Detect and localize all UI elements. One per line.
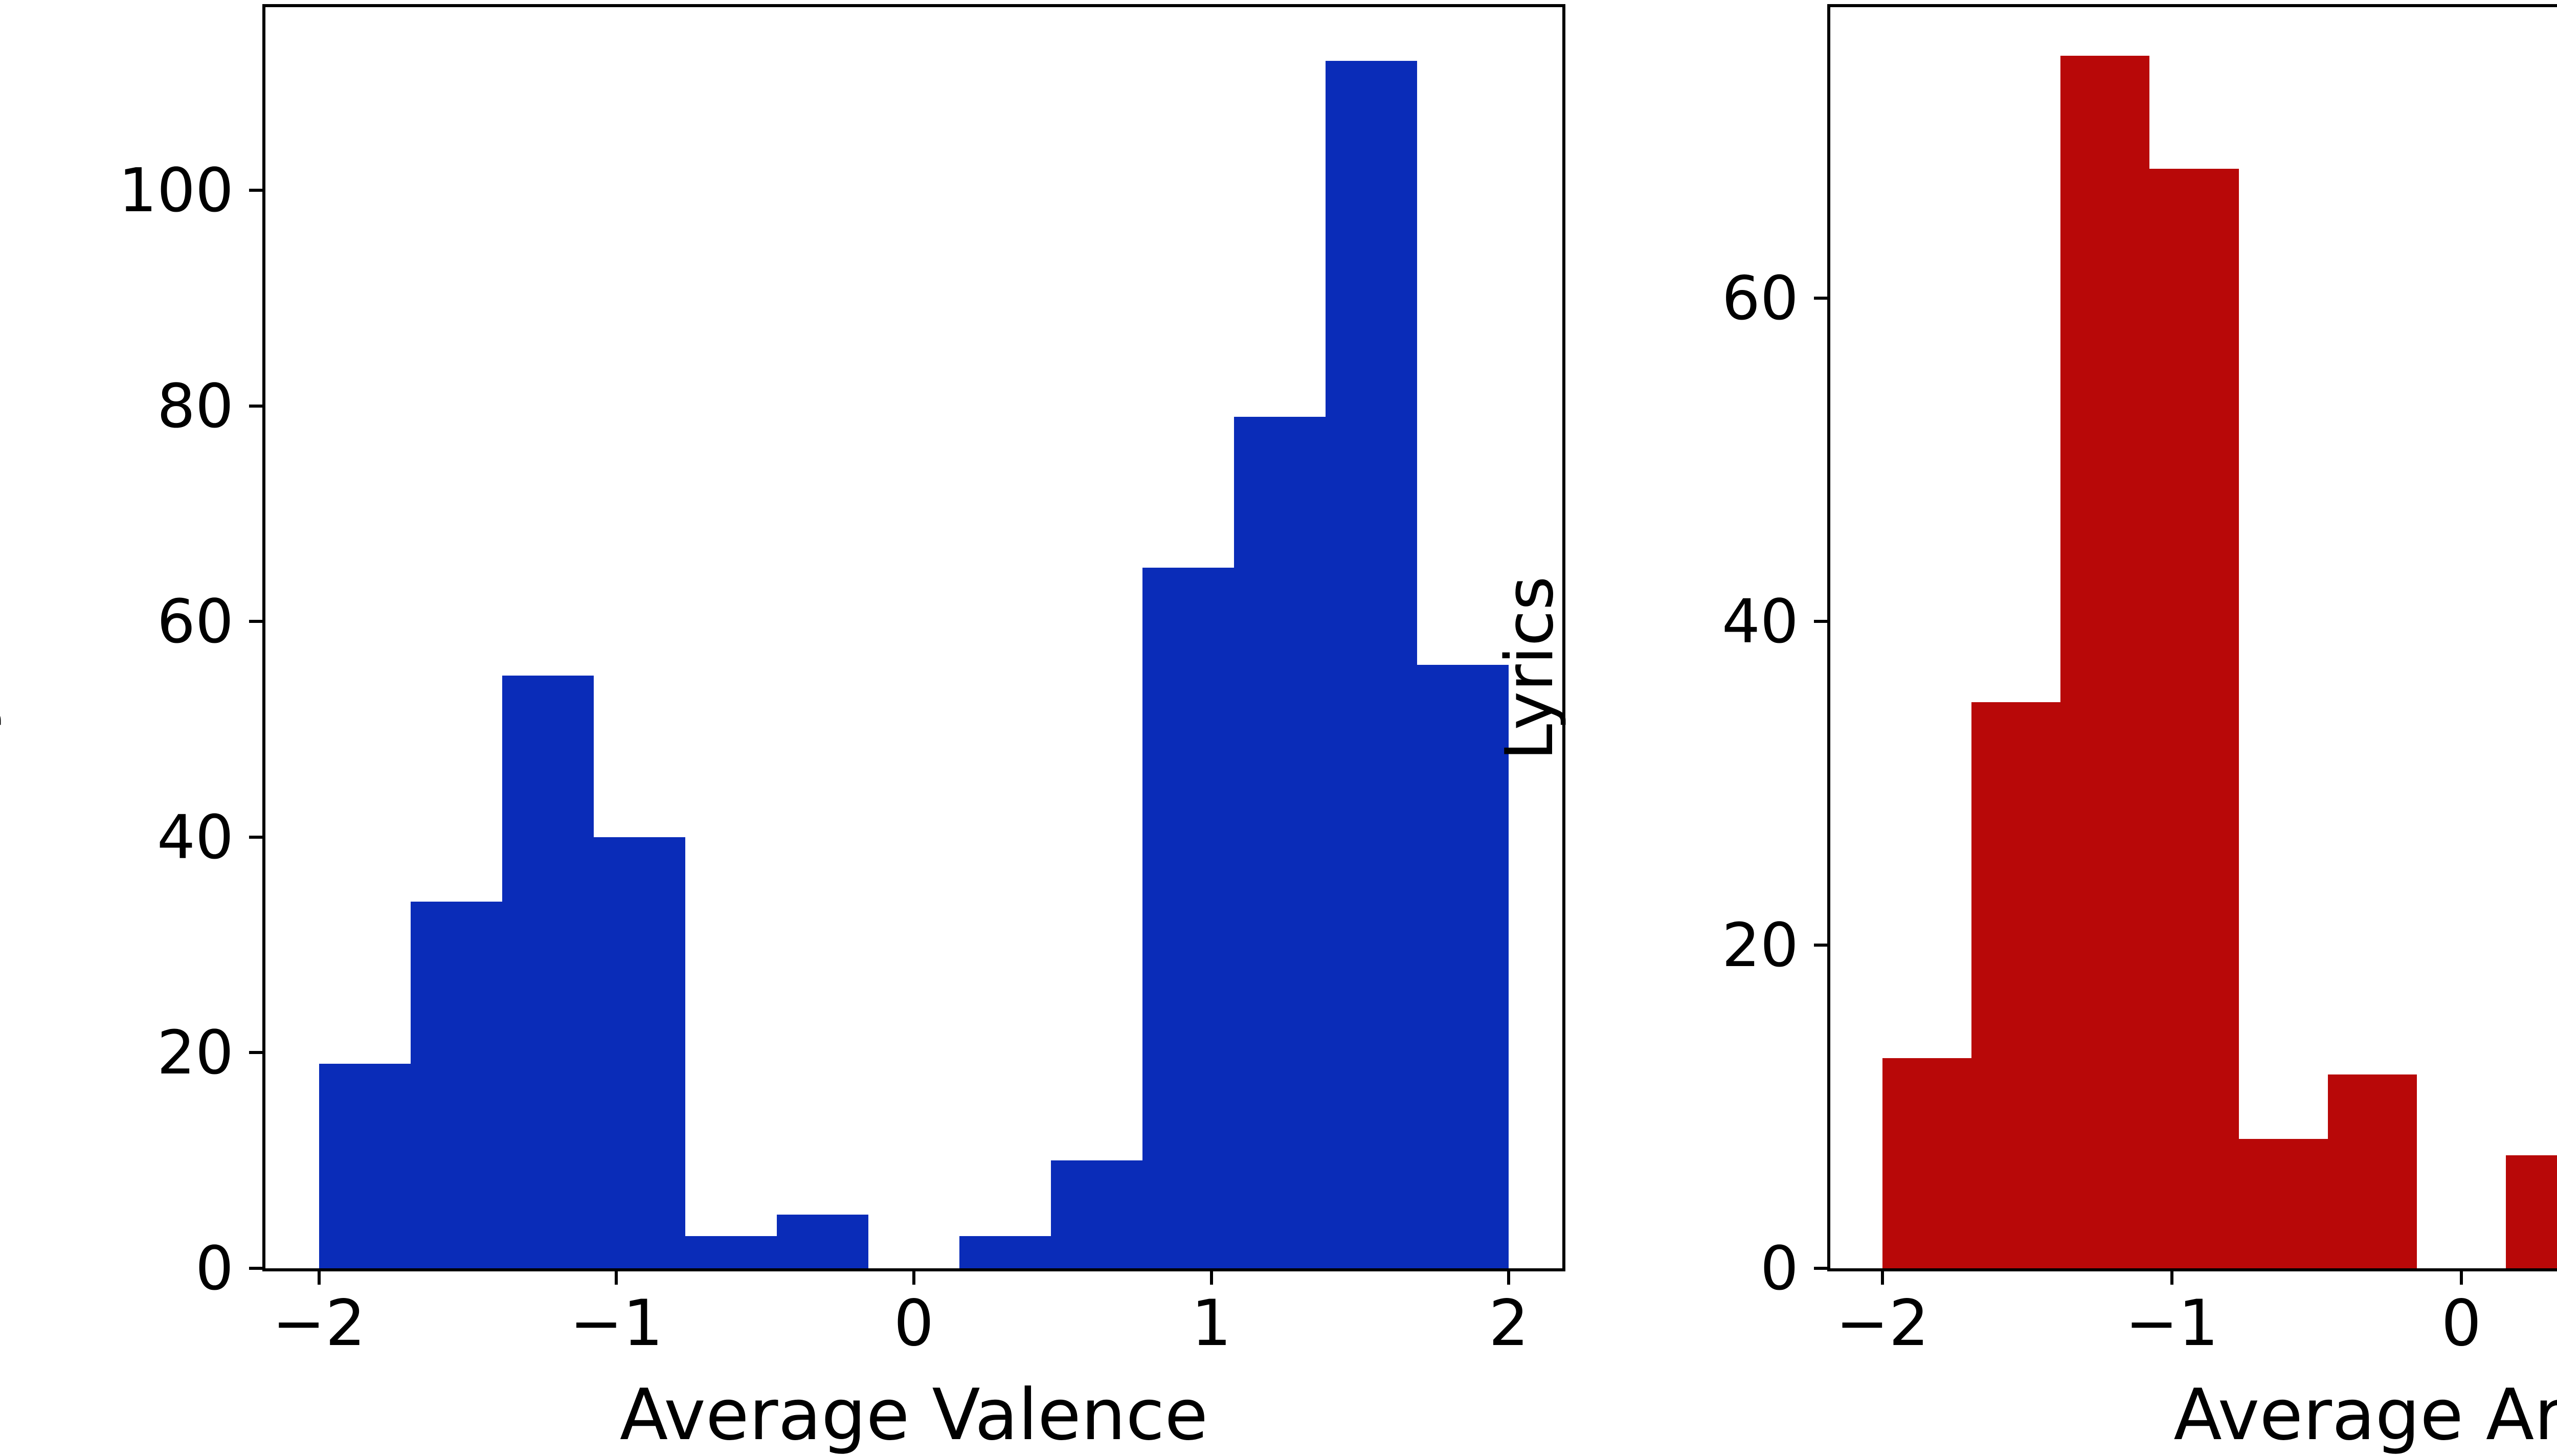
histogram-bars-arousal xyxy=(1830,7,2557,1268)
y-tick-mark xyxy=(249,1051,262,1055)
histogram-bar xyxy=(502,675,594,1268)
histogram-bar xyxy=(1417,664,1509,1268)
histogram-bar xyxy=(1234,416,1326,1268)
histogram-bar xyxy=(2238,1139,2328,1268)
x-tick-mark xyxy=(1209,1271,1213,1285)
y-tick-label: 20 xyxy=(156,1017,234,1088)
histogram-bar xyxy=(2149,169,2239,1268)
y-tick-label: 80 xyxy=(156,370,234,441)
y-axis-label-arousal: Lyrics xyxy=(1492,576,1568,760)
y-tick-mark xyxy=(1814,943,1827,947)
x-tick-mark xyxy=(2460,1271,2463,1285)
x-tick-mark xyxy=(912,1271,915,1285)
y-tick-mark xyxy=(1814,1267,1827,1270)
histogram-bar xyxy=(2327,1074,2417,1268)
histogram-bar xyxy=(959,1236,1051,1268)
y-tick-mark xyxy=(249,189,262,192)
panel-average-valence: 0 20 40 60 80 100 −2 −1 0 1 2 Lyrics Average Vale… xyxy=(0,4,1565,1450)
histogram-bar xyxy=(1882,1058,1972,1268)
histogram-bar xyxy=(319,1063,411,1268)
y-tick-label: 60 xyxy=(1721,263,1799,334)
histogram-bar xyxy=(1142,568,1235,1268)
x-axis-label-arousal: Average Arousal xyxy=(2173,1374,2557,1456)
x-tick-label: 1 xyxy=(1191,1287,1232,1360)
plot-area-arousal xyxy=(1827,4,2557,1271)
y-axis-label-valence: Lyrics xyxy=(0,576,3,760)
histogram-bar xyxy=(2060,55,2150,1268)
x-tick-label: 0 xyxy=(2441,1287,2482,1360)
histogram-bar xyxy=(1971,702,2061,1268)
histogram-bar xyxy=(1051,1160,1143,1268)
y-tick-mark xyxy=(1814,620,1827,623)
histogram-bar xyxy=(2506,1155,2557,1268)
y-tick-mark xyxy=(249,1267,262,1270)
x-axis-label-valence: Average Valence xyxy=(619,1374,1208,1456)
histogram-bar xyxy=(776,1214,868,1268)
x-tick-label: −2 xyxy=(1835,1287,1930,1360)
y-tick-label: 100 xyxy=(118,155,234,226)
y-tick-label: 40 xyxy=(156,801,234,872)
y-tick-mark xyxy=(249,404,262,408)
x-tick-label: −2 xyxy=(272,1287,366,1360)
y-tick-label: 40 xyxy=(1721,586,1799,657)
x-tick-label: 0 xyxy=(893,1287,934,1360)
y-tick-label: 60 xyxy=(156,586,234,657)
histogram-bar xyxy=(410,902,502,1268)
x-tick-mark xyxy=(2170,1271,2173,1285)
histogram-bar xyxy=(593,837,685,1268)
y-tick-mark xyxy=(249,620,262,623)
y-tick-label: 20 xyxy=(1721,909,1799,980)
y-tick-mark xyxy=(1814,297,1827,300)
histogram-bar xyxy=(685,1236,777,1268)
x-tick-mark xyxy=(1507,1271,1511,1285)
x-tick-label: −1 xyxy=(2125,1287,2219,1360)
histogram-bar xyxy=(1326,61,1418,1268)
x-tick-mark xyxy=(1880,1271,1884,1285)
y-tick-label: 0 xyxy=(195,1233,234,1304)
plot-area-valence xyxy=(262,4,1565,1271)
x-tick-label: 2 xyxy=(1488,1287,1529,1360)
x-tick-label: −1 xyxy=(569,1287,663,1360)
y-tick-mark xyxy=(249,835,262,839)
x-tick-mark xyxy=(317,1271,321,1285)
x-tick-mark xyxy=(615,1271,618,1285)
histogram-bars-valence xyxy=(265,7,1562,1268)
y-tick-label: 0 xyxy=(1760,1233,1799,1304)
